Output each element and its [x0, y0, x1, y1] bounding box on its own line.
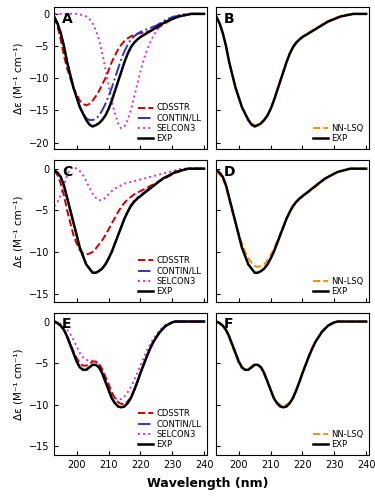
Y-axis label: Δε (M⁻¹ cm⁻¹): Δε (M⁻¹ cm⁻¹) [13, 42, 24, 114]
Text: D: D [224, 165, 236, 178]
Legend: CDSSTR, CONTIN/LL, SELCON3, EXP: CDSSTR, CONTIN/LL, SELCON3, EXP [136, 408, 203, 451]
Text: E: E [62, 318, 72, 331]
Legend: NN-LSQ, EXP: NN-LSQ, EXP [311, 122, 365, 145]
Text: A: A [62, 12, 73, 26]
Legend: NN-LSQ, EXP: NN-LSQ, EXP [311, 275, 365, 298]
Legend: CDSSTR, CONTIN/LL, SELCON3, EXP: CDSSTR, CONTIN/LL, SELCON3, EXP [136, 102, 203, 145]
Legend: CDSSTR, CONTIN/LL, SELCON3, EXP: CDSSTR, CONTIN/LL, SELCON3, EXP [136, 254, 203, 298]
Text: F: F [224, 318, 234, 331]
Text: C: C [62, 165, 72, 178]
Text: Wavelength (nm): Wavelength (nm) [147, 477, 269, 490]
Y-axis label: Δε (M⁻¹ cm⁻¹): Δε (M⁻¹ cm⁻¹) [13, 195, 24, 267]
Y-axis label: Δε (M⁻¹ cm⁻¹): Δε (M⁻¹ cm⁻¹) [13, 348, 24, 420]
Legend: NN-LSQ, EXP: NN-LSQ, EXP [311, 428, 365, 451]
Text: B: B [224, 12, 235, 26]
